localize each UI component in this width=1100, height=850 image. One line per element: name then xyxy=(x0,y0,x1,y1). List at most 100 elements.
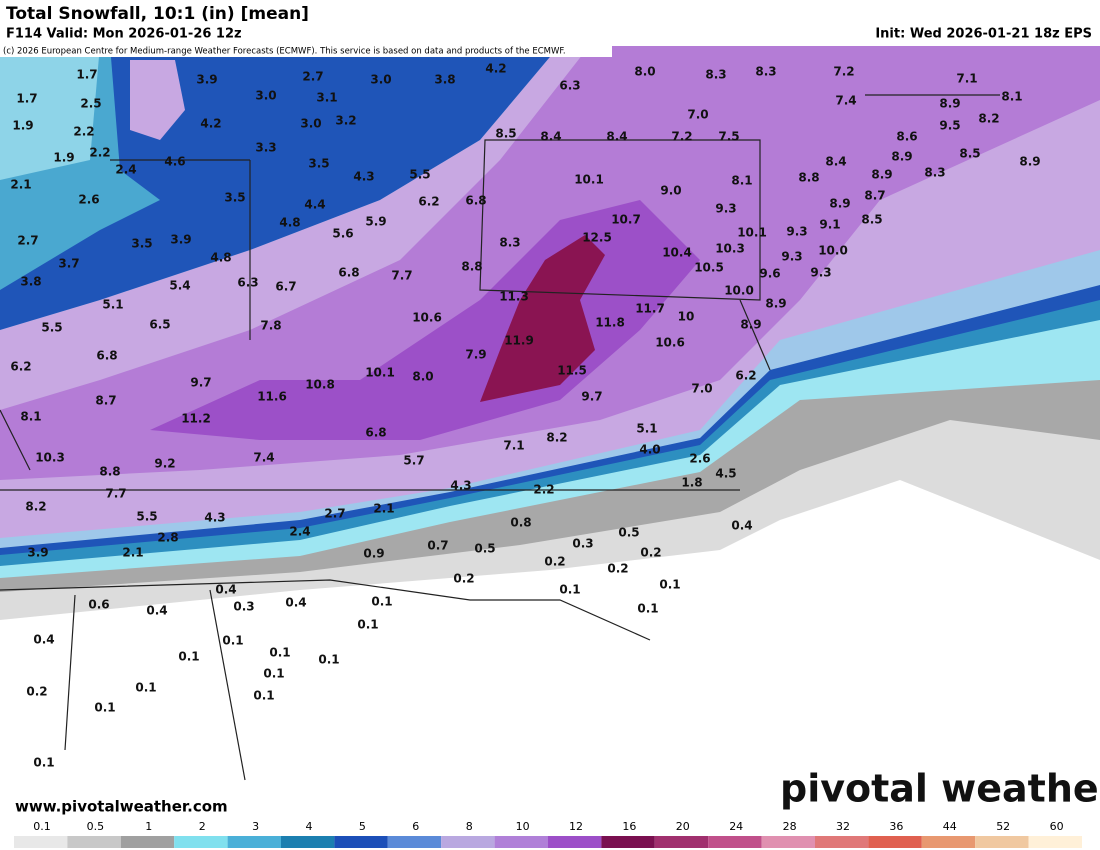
point-value: 2.6 xyxy=(689,452,710,466)
colorbar-swatch xyxy=(14,836,68,848)
point-value: 10.8 xyxy=(305,378,335,392)
point-value: 2.1 xyxy=(373,502,394,516)
point-value: 8.3 xyxy=(499,236,520,250)
point-value: 0.1 xyxy=(263,667,284,681)
point-value: 10.1 xyxy=(365,366,395,380)
point-value: 7.7 xyxy=(105,487,126,501)
borders xyxy=(0,94,1000,781)
point-value: 10.1 xyxy=(574,173,604,187)
point-value: 1.8 xyxy=(681,476,702,490)
point-value: 2.7 xyxy=(324,507,345,521)
point-value: 8.2 xyxy=(978,112,999,126)
point-value: 11.7 xyxy=(635,302,665,316)
colorbar-swatch xyxy=(654,836,709,848)
colorbar-label: 10 xyxy=(516,820,530,833)
point-value: 7.1 xyxy=(956,72,977,86)
point-value: 4.8 xyxy=(210,251,231,265)
point-value: 8.9 xyxy=(891,150,912,164)
point-value: 4.0 xyxy=(639,443,660,457)
point-value: 6.7 xyxy=(275,280,296,294)
point-value: 0.1 xyxy=(253,689,274,703)
point-value: 8.4 xyxy=(540,130,561,144)
point-value: 7.2 xyxy=(833,65,854,79)
point-value: 0.4 xyxy=(731,519,752,533)
colorbar-swatch xyxy=(494,836,548,848)
point-value: 7.7 xyxy=(391,269,412,283)
point-value: 5.5 xyxy=(136,510,157,524)
point-value: 9.0 xyxy=(660,184,681,198)
colorbar-swatch xyxy=(548,836,602,848)
point-value: 6.8 xyxy=(96,349,117,363)
colorbar-swatch xyxy=(761,836,815,848)
point-value: 2.6 xyxy=(78,193,99,207)
title: Total Snowfall, 10:1 (in) [mean] xyxy=(6,4,309,24)
point-value: 0.1 xyxy=(659,578,680,592)
colorbar-label: 2 xyxy=(199,820,206,833)
colorbar-swatch xyxy=(708,836,762,848)
colorbar-swatch xyxy=(1028,836,1082,848)
point-value: 11.6 xyxy=(257,390,287,404)
point-value: 4.2 xyxy=(200,117,221,131)
colorbar-swatch xyxy=(174,836,228,848)
point-value: 8.5 xyxy=(861,213,882,227)
point-value: 2.1 xyxy=(122,546,143,560)
point-value: 6.2 xyxy=(10,360,31,374)
point-value: 2.5 xyxy=(80,97,101,111)
snowfall-shading xyxy=(0,45,1100,620)
point-value: 5.4 xyxy=(169,279,190,293)
colorbar-label: 16 xyxy=(622,820,636,833)
point-value: 8.8 xyxy=(798,171,819,185)
point-value: 0.1 xyxy=(357,618,378,632)
colorbar-swatch xyxy=(921,836,976,848)
point-value: 0.8 xyxy=(510,516,531,530)
colorbar-swatch xyxy=(868,836,922,848)
point-value: 5.1 xyxy=(636,422,657,436)
point-value: 0.1 xyxy=(222,634,243,648)
point-value: 9.5 xyxy=(939,119,960,133)
shade xyxy=(130,60,185,140)
point-value: 8.1 xyxy=(20,410,41,424)
point-value: 0.1 xyxy=(94,701,115,715)
colorbar-label: 12 xyxy=(569,820,583,833)
colorbar-swatch xyxy=(441,836,495,848)
colorbar-label: 24 xyxy=(729,820,743,833)
colorbar-swatch xyxy=(334,836,388,848)
point-value: 8.2 xyxy=(546,431,567,445)
point-value: 10.7 xyxy=(611,213,641,227)
colorbar-label: 44 xyxy=(943,820,957,833)
point-value: 6.3 xyxy=(237,276,258,290)
point-value: 0.2 xyxy=(607,562,628,576)
point-value: 2.2 xyxy=(533,483,554,497)
point-value: 0.1 xyxy=(135,681,156,695)
point-value: 8.8 xyxy=(99,465,120,479)
point-value: 2.4 xyxy=(289,525,310,539)
point-value: 7.0 xyxy=(687,108,708,122)
state-borders xyxy=(0,94,1000,781)
point-value: 10.5 xyxy=(694,261,724,275)
point-value: 3.5 xyxy=(131,237,152,251)
point-value: 0.4 xyxy=(33,633,54,647)
colorbar-swatch xyxy=(67,836,121,848)
init-time: Init: Wed 2026-01-21 18z EPS xyxy=(875,27,1092,42)
site-url: www.pivotalweather.com xyxy=(15,798,228,816)
credit-bg xyxy=(0,45,612,57)
credit: (c) 2026 European Centre for Medium-rang… xyxy=(3,47,566,57)
point-value: 2.4 xyxy=(115,163,136,177)
point-value: 6.8 xyxy=(338,266,359,280)
point-value: 0.1 xyxy=(269,646,290,660)
point-value: 9.6 xyxy=(759,267,780,281)
point-value: 5.5 xyxy=(409,168,430,182)
colorbar-label: 20 xyxy=(676,820,690,833)
colorbar-swatch xyxy=(281,836,335,848)
point-value: 3.0 xyxy=(300,117,321,131)
point-value: 7.9 xyxy=(465,348,486,362)
point-value: 4.5 xyxy=(715,467,736,481)
colorbar-swatch xyxy=(387,836,442,848)
point-value: 0.1 xyxy=(178,650,199,664)
point-value: 11.9 xyxy=(504,334,534,348)
colorbar-label: 3 xyxy=(252,820,259,833)
point-value: 6.2 xyxy=(418,195,439,209)
point-value: 8.6 xyxy=(896,130,917,144)
point-value: 0.1 xyxy=(318,653,339,667)
point-value: 5.9 xyxy=(365,215,386,229)
